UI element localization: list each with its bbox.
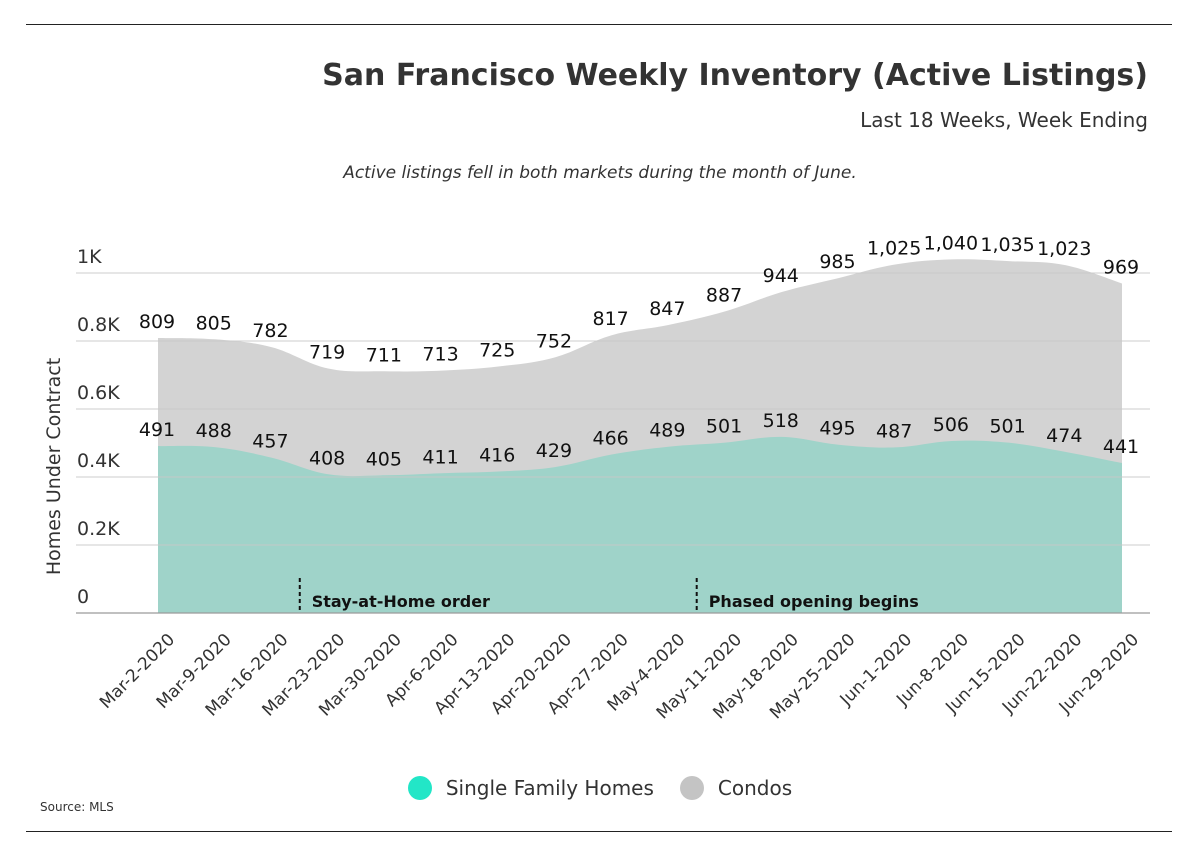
data-label-condos: 887 <box>706 284 742 306</box>
data-label-single-family: 501 <box>706 416 742 438</box>
data-label-condos: 805 <box>196 312 232 334</box>
data-label-single-family: 487 <box>876 420 912 442</box>
legend-swatch-single-family <box>408 776 432 800</box>
data-label-condos: 969 <box>1103 257 1139 279</box>
data-label-single-family: 411 <box>422 446 458 468</box>
data-label-condos: 1,035 <box>980 234 1034 256</box>
legend-label-condos: Condos <box>718 776 792 800</box>
data-label-single-family: 441 <box>1103 436 1139 458</box>
y-tick-label: 0.4K <box>77 450 120 472</box>
y-tick-label: 0.8K <box>77 314 120 336</box>
data-label-single-family: 408 <box>309 447 345 469</box>
data-label-condos: 752 <box>536 330 572 352</box>
data-label-single-family: 405 <box>366 448 402 470</box>
y-tick-label: 1K <box>77 246 102 268</box>
data-label-single-family: 466 <box>593 428 629 450</box>
data-label-condos: 809 <box>139 311 175 333</box>
legend-item-single-family: Single Family Homes <box>408 776 654 800</box>
annotation-stay-at-home: Stay-at-Home order <box>312 592 490 611</box>
data-label-condos: 1,023 <box>1037 238 1091 260</box>
annotation-phased-opening: Phased opening begins <box>709 592 919 611</box>
data-label-condos: 719 <box>309 342 345 364</box>
data-label-condos: 711 <box>366 344 402 366</box>
data-label-single-family: 488 <box>196 420 232 442</box>
y-axis-label: Homes Under Contract <box>43 358 65 575</box>
source-note: Source: MLS <box>40 800 114 814</box>
data-label-single-family: 506 <box>933 414 969 436</box>
data-label-condos: 782 <box>252 320 288 342</box>
data-label-single-family: 474 <box>1046 425 1082 447</box>
legend-label-single-family: Single Family Homes <box>446 776 654 800</box>
legend: Single Family Homes Condos <box>0 776 1200 800</box>
data-label-condos: 985 <box>819 251 855 273</box>
data-label-condos: 1,040 <box>924 232 978 254</box>
data-label-condos: 725 <box>479 340 515 362</box>
data-label-single-family: 429 <box>536 440 572 462</box>
y-tick-label: 0.2K <box>77 518 120 540</box>
data-label-single-family: 489 <box>649 420 685 442</box>
data-label-single-family: 501 <box>989 416 1025 438</box>
bottom-rule <box>26 831 1172 832</box>
data-label-condos: 944 <box>763 265 799 287</box>
data-label-single-family: 495 <box>819 418 855 440</box>
legend-swatch-condos <box>680 776 704 800</box>
data-label-condos: 713 <box>422 344 458 366</box>
y-tick-label: 0.6K <box>77 382 120 404</box>
data-label-condos: 817 <box>593 308 629 330</box>
data-label-single-family: 518 <box>763 410 799 432</box>
data-label-single-family: 457 <box>252 431 288 453</box>
area-chart: 0 0.2K 0.4K 0.6K 0.8K 1K Homes Under Contract 4… <box>0 0 1200 770</box>
data-label-condos: 847 <box>649 298 685 320</box>
data-label-single-family: 491 <box>139 419 175 441</box>
data-label-condos: 1,025 <box>867 238 921 260</box>
data-label-single-family: 416 <box>479 445 515 467</box>
legend-item-condos: Condos <box>680 776 792 800</box>
y-tick-label: 0 <box>77 586 89 608</box>
